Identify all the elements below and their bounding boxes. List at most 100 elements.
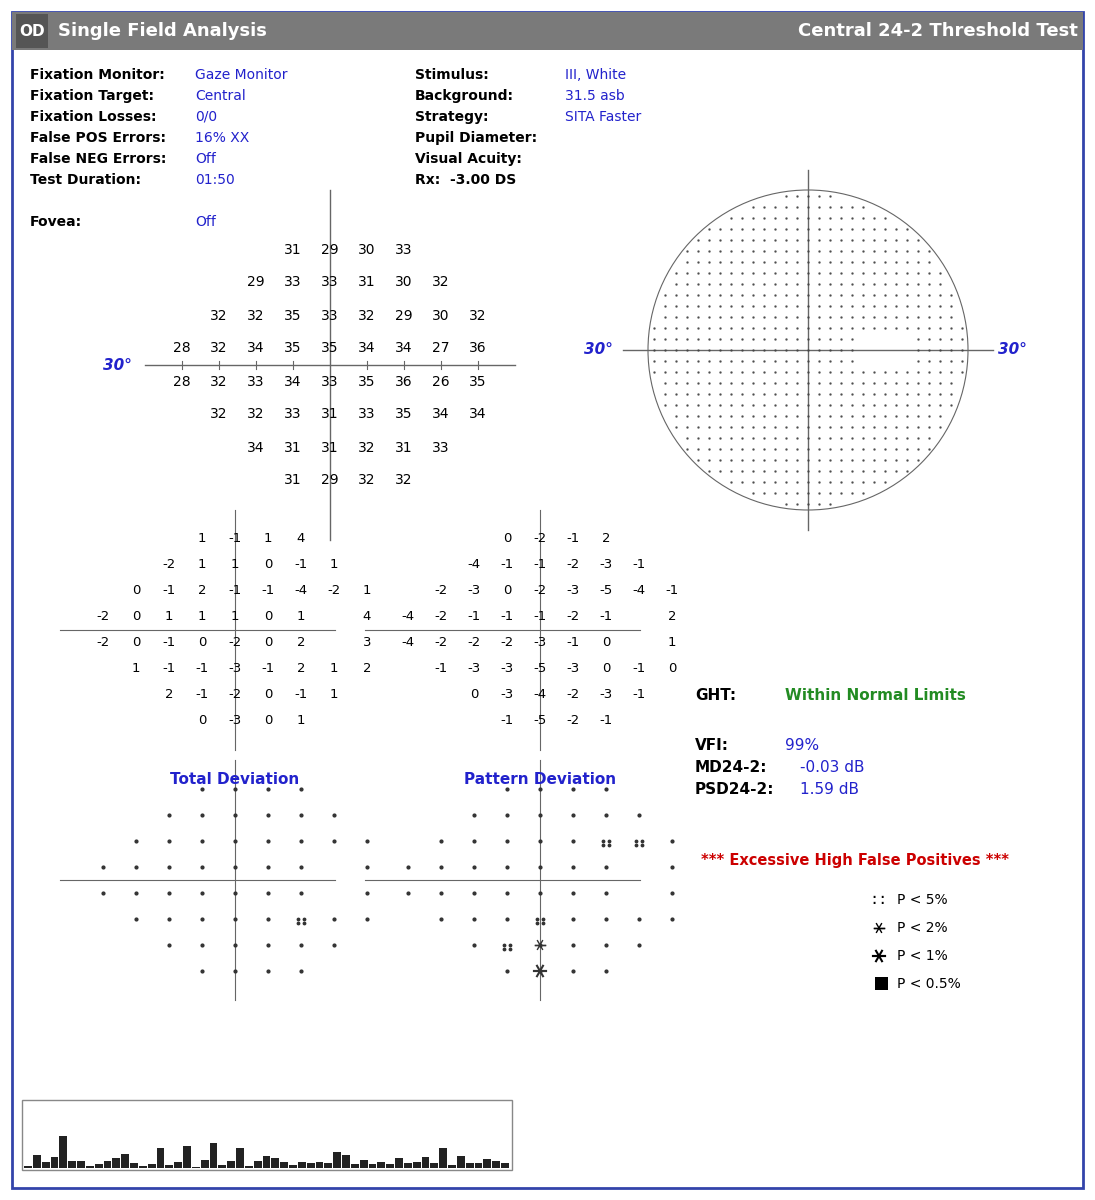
Text: 0: 0: [264, 714, 273, 727]
Text: 1: 1: [264, 533, 273, 546]
Bar: [378, 1162, 385, 1168]
Text: -1: -1: [599, 611, 612, 624]
Bar: [77, 1162, 84, 1168]
Text: 33: 33: [321, 374, 338, 389]
Text: -2: -2: [500, 636, 514, 649]
Text: III, White: III, White: [565, 68, 626, 82]
Bar: [298, 1162, 306, 1168]
Bar: [42, 1163, 49, 1168]
Text: 27: 27: [433, 342, 450, 355]
Text: 0: 0: [264, 611, 273, 624]
Text: 2: 2: [198, 584, 206, 598]
Text: 32: 32: [395, 474, 413, 487]
Bar: [387, 1164, 394, 1168]
Text: 0: 0: [131, 636, 140, 649]
Text: 34: 34: [247, 440, 265, 455]
Text: 32: 32: [247, 308, 265, 323]
Text: 33: 33: [321, 308, 338, 323]
Text: P < 1%: P < 1%: [897, 949, 948, 962]
Text: Test Duration:: Test Duration:: [30, 173, 141, 187]
Text: 34: 34: [247, 342, 265, 355]
Text: 2: 2: [164, 689, 173, 702]
Text: 30°: 30°: [998, 342, 1027, 358]
Text: -1: -1: [262, 584, 275, 598]
Text: 99%: 99%: [785, 738, 819, 752]
Text: -1: -1: [295, 558, 308, 571]
Text: -2: -2: [96, 636, 110, 649]
Text: 4: 4: [362, 611, 371, 624]
Text: 30°: 30°: [584, 342, 613, 358]
Text: Strategy:: Strategy:: [415, 110, 488, 124]
Text: 33: 33: [285, 276, 302, 289]
Text: -4: -4: [402, 611, 415, 624]
Bar: [192, 1166, 199, 1168]
Text: -3: -3: [500, 662, 514, 676]
Bar: [439, 1148, 447, 1168]
Text: -1: -1: [162, 584, 175, 598]
Text: 0: 0: [264, 558, 273, 571]
Text: -1: -1: [162, 636, 175, 649]
Text: 32: 32: [247, 408, 265, 421]
Text: 31: 31: [358, 276, 376, 289]
Bar: [465, 1163, 474, 1168]
Text: Off: Off: [195, 215, 216, 229]
Text: -1: -1: [435, 662, 448, 676]
Text: -3: -3: [599, 689, 612, 702]
Text: 0: 0: [668, 662, 677, 676]
Text: 34: 34: [433, 408, 450, 421]
Text: 2: 2: [297, 662, 306, 676]
Bar: [174, 1162, 182, 1168]
Bar: [218, 1165, 227, 1168]
Text: 35: 35: [285, 342, 302, 355]
Text: -1: -1: [633, 558, 646, 571]
Text: -1: -1: [666, 584, 679, 598]
Text: 30: 30: [358, 242, 376, 257]
Text: 1: 1: [297, 714, 306, 727]
Text: -5: -5: [599, 584, 612, 598]
Text: 0: 0: [602, 636, 610, 649]
Text: Central 24-2 Threshold Test: Central 24-2 Threshold Test: [798, 22, 1077, 40]
Text: -1: -1: [229, 584, 242, 598]
Text: -1: -1: [533, 611, 546, 624]
Text: Total Deviation: Total Deviation: [171, 773, 300, 787]
Text: VFI:: VFI:: [695, 738, 729, 752]
Text: -2: -2: [435, 584, 448, 598]
Bar: [165, 1165, 173, 1168]
Text: 32: 32: [210, 342, 228, 355]
Text: Rx:  -3.00 DS: Rx: -3.00 DS: [415, 173, 516, 187]
Text: 30°: 30°: [103, 358, 132, 372]
Text: 29: 29: [321, 474, 338, 487]
Bar: [113, 1158, 120, 1168]
Text: 26: 26: [433, 374, 450, 389]
Bar: [254, 1162, 262, 1168]
Text: 1: 1: [131, 662, 140, 676]
Text: 33: 33: [358, 408, 376, 421]
Bar: [289, 1165, 297, 1168]
Text: 0: 0: [470, 689, 479, 702]
Text: 2: 2: [668, 611, 677, 624]
Text: Central: Central: [195, 89, 245, 103]
Text: 34: 34: [395, 342, 413, 355]
Bar: [237, 1148, 244, 1168]
Bar: [448, 1165, 456, 1168]
Text: Stimulus:: Stimulus:: [415, 68, 488, 82]
Text: -1: -1: [599, 714, 612, 727]
Text: 1: 1: [231, 611, 239, 624]
Text: 35: 35: [285, 308, 302, 323]
Bar: [22, 1100, 512, 1170]
Text: -4: -4: [468, 558, 481, 571]
Bar: [245, 1166, 253, 1168]
Bar: [157, 1147, 164, 1168]
Bar: [360, 1160, 368, 1168]
Text: -3: -3: [229, 714, 242, 727]
Text: 1: 1: [330, 662, 338, 676]
Bar: [94, 1164, 103, 1168]
Text: 31: 31: [285, 474, 302, 487]
Text: 1: 1: [164, 611, 173, 624]
Bar: [68, 1160, 76, 1168]
Text: 29: 29: [395, 308, 413, 323]
Text: -2: -2: [566, 689, 579, 702]
Text: 2: 2: [362, 662, 371, 676]
Text: -0.03 dB: -0.03 dB: [800, 760, 864, 774]
Text: 2: 2: [602, 533, 610, 546]
